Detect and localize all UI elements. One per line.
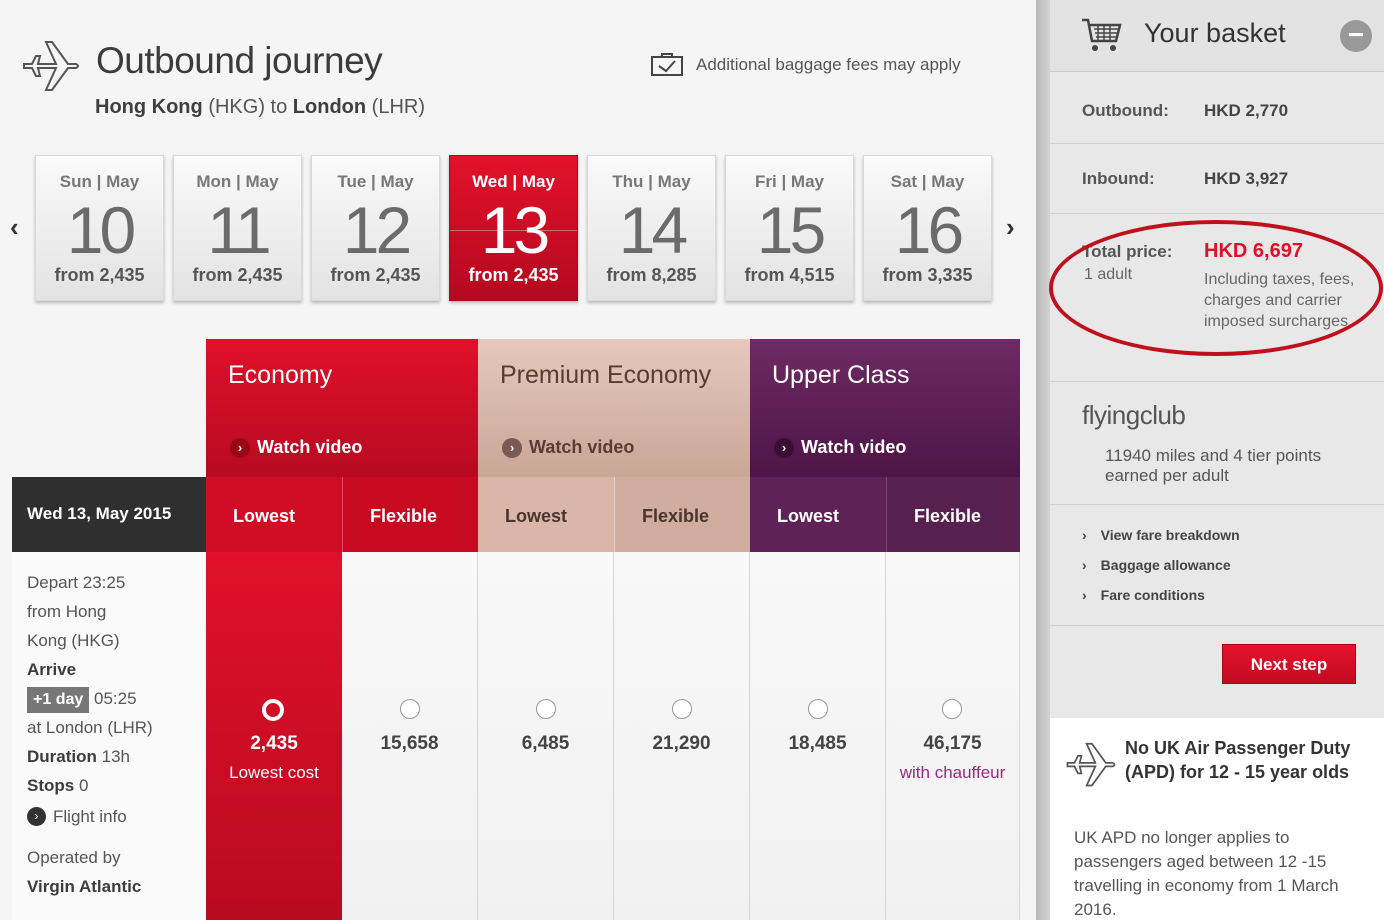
fare-option-upper-lowest[interactable]: 18,485 — [750, 552, 886, 920]
basket-links: › View fare breakdown › Baggage allowance … — [1082, 520, 1254, 610]
view-fare-breakdown-link[interactable]: › View fare breakdown — [1082, 527, 1240, 543]
highlight-ring — [1049, 220, 1383, 356]
apd-promo: No UK Air Passenger Duty (APD) for 12 - … — [1050, 718, 1384, 920]
cabin-economy: Economy › Watch video — [206, 339, 478, 477]
flight-details: Depart 23:25 from Hong Kong (HKG) Arrive… — [12, 552, 206, 920]
cabin-upper-class: Upper Class › Watch video — [750, 339, 1020, 477]
chevron-right-icon: › — [1082, 527, 1087, 543]
date-tab[interactable]: Mon | May 11 from 2,435 — [173, 155, 302, 301]
flight-info-link[interactable]: › Flight info — [27, 802, 206, 831]
date-selector: Sun | May 10 from 2,435 Mon | May 11 from 2,… — [35, 155, 992, 301]
date-tab[interactable]: Thu | May 14 from 8,285 — [587, 155, 716, 301]
flyingclub-section: flyingclub 11940 miles and 4 tier points… — [1050, 383, 1384, 505]
basket-outbound-row: Outbound: HKD 2,770 — [1050, 72, 1384, 144]
date-tab[interactable]: Sun | May 10 from 2,435 — [35, 155, 164, 301]
promo-body: UK APD no longer applies to passengers a… — [1074, 828, 1339, 919]
chevron-right-icon: › — [1082, 557, 1087, 573]
date-tab[interactable]: Tue | May 12 from 2,435 — [311, 155, 440, 301]
basket-header: Your basket − — [1050, 0, 1384, 72]
date-tab-selected[interactable]: Wed | May 13 from 2,435 — [449, 155, 578, 301]
fare-radio[interactable] — [942, 699, 962, 719]
plus-day-badge: +1 day — [27, 687, 90, 713]
date-tab[interactable]: Sat | May 16 from 3,335 — [863, 155, 992, 301]
play-icon: › — [230, 437, 250, 458]
fare-type-header: Lowest — [478, 477, 614, 552]
page-title: Outbound journey — [96, 40, 383, 81]
fare-radio[interactable] — [400, 699, 420, 719]
play-icon: › — [502, 437, 522, 458]
fare-type-header: Flexible — [886, 477, 1020, 552]
chevron-right-icon: › — [1082, 587, 1087, 603]
next-step-button[interactable]: Next step — [1222, 644, 1356, 684]
plane-icon — [1066, 742, 1116, 787]
panel-divider — [1036, 0, 1050, 920]
fare-conditions-link[interactable]: › Fare conditions — [1082, 587, 1205, 603]
baggage-note: Additional baggage fees may apply — [650, 52, 961, 78]
chevron-right-icon: › — [27, 807, 46, 826]
fare-radio[interactable] — [672, 699, 692, 719]
plane-icon — [23, 41, 79, 91]
collapse-basket-button[interactable]: − — [1340, 20, 1372, 52]
fare-option-premium-flexible[interactable]: 21,290 — [614, 552, 750, 920]
fare-type-header: Lowest — [750, 477, 886, 552]
baggage-icon — [651, 53, 683, 76]
date-tab[interactable]: Fri | May 15 from 4,515 — [725, 155, 854, 301]
fare-option-upper-flexible[interactable]: 46,175 with chauffeur — [886, 552, 1020, 920]
fare-radio[interactable] — [262, 699, 284, 721]
next-dates-arrow[interactable]: › — [1006, 212, 1015, 242]
fare-type-header: Flexible — [342, 477, 478, 552]
fare-option-economy-lowest[interactable]: 2,435 Lowest cost — [206, 552, 342, 920]
watch-video-link[interactable]: › Watch video — [230, 437, 362, 458]
cart-icon — [1082, 18, 1122, 51]
journey-panel: Outbound journey Hong Kong (HKG) to Lond… — [10, 40, 1020, 920]
fare-option-premium-lowest[interactable]: 6,485 — [478, 552, 614, 920]
prev-dates-arrow[interactable]: ‹ — [10, 212, 19, 242]
flyingclub-logo: flyingclub — [1082, 400, 1186, 430]
basket-panel: Your basket − Outbound: HKD 2,770 Inbound… — [1050, 0, 1384, 920]
fare-option-economy-flexible[interactable]: 15,658 — [342, 552, 478, 920]
fare-radio[interactable] — [808, 699, 828, 719]
fare-radio[interactable] — [536, 699, 556, 719]
baggage-allowance-link[interactable]: › Baggage allowance — [1082, 557, 1231, 573]
flight-date: Wed 13, May 2015 — [12, 477, 206, 552]
watch-video-link[interactable]: › Watch video — [774, 437, 906, 458]
cabin-premium-economy: Premium Economy › Watch video — [478, 339, 750, 477]
basket-title: Your basket — [1144, 18, 1286, 48]
next-step-area: Next step — [1050, 625, 1384, 717]
basket-inbound-row: Inbound: HKD 3,927 — [1050, 144, 1384, 214]
play-icon: › — [774, 437, 794, 458]
route-summary: Hong Kong (HKG) to London (LHR) — [95, 96, 426, 118]
watch-video-link[interactable]: › Watch video — [502, 437, 634, 458]
fare-type-header: Flexible — [614, 477, 750, 552]
promo-heading: No UK Air Passenger Duty (APD) for 12 - … — [1125, 738, 1351, 782]
fare-type-header: Lowest — [206, 477, 342, 552]
